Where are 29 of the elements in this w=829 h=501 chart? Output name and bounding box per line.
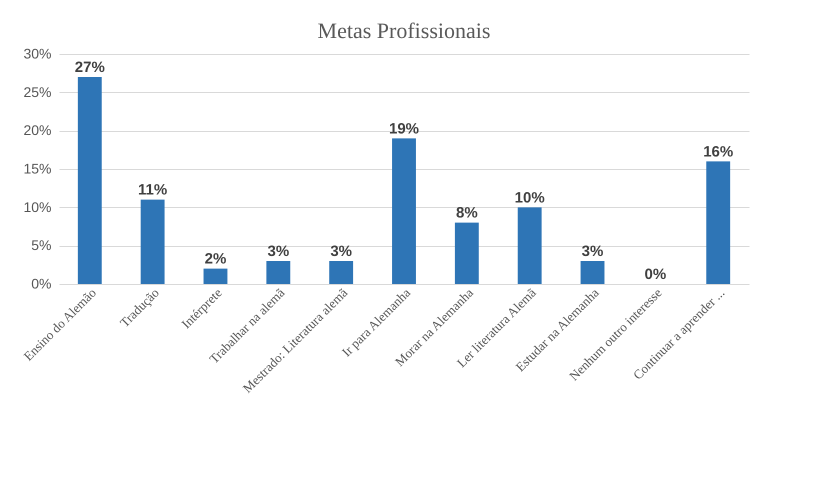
bar bbox=[392, 138, 416, 284]
data-label: 2% bbox=[204, 250, 226, 268]
y-tick-label: 20% bbox=[23, 122, 52, 138]
bar bbox=[580, 261, 604, 284]
y-tick-label: 0% bbox=[31, 276, 52, 292]
bar bbox=[706, 161, 730, 284]
data-label: 11% bbox=[138, 182, 168, 199]
bar bbox=[518, 207, 542, 284]
data-label: 19% bbox=[388, 120, 420, 138]
bar bbox=[140, 200, 165, 284]
data-label: 27% bbox=[74, 59, 105, 76]
data-label: 3% bbox=[582, 243, 604, 260]
y-tick-label: 15% bbox=[23, 160, 52, 176]
bar bbox=[329, 261, 354, 284]
data-label: 3% bbox=[267, 243, 290, 260]
y-tick-label: 10% bbox=[23, 198, 52, 215]
data-label: 10% bbox=[514, 189, 545, 206]
data-label: 16% bbox=[703, 143, 734, 160]
data-label: 0% bbox=[644, 266, 666, 283]
y-tick-label: 30% bbox=[23, 46, 52, 62]
chart-title: Metas Profissionais bbox=[318, 18, 490, 43]
data-label: 3% bbox=[330, 243, 352, 260]
y-tick-label: 25% bbox=[23, 84, 52, 100]
bar bbox=[266, 261, 290, 284]
bar bbox=[78, 77, 102, 284]
bar bbox=[454, 222, 479, 284]
y-tick-label: 5% bbox=[31, 237, 52, 254]
bar bbox=[204, 268, 228, 284]
data-label: 8% bbox=[456, 204, 478, 222]
